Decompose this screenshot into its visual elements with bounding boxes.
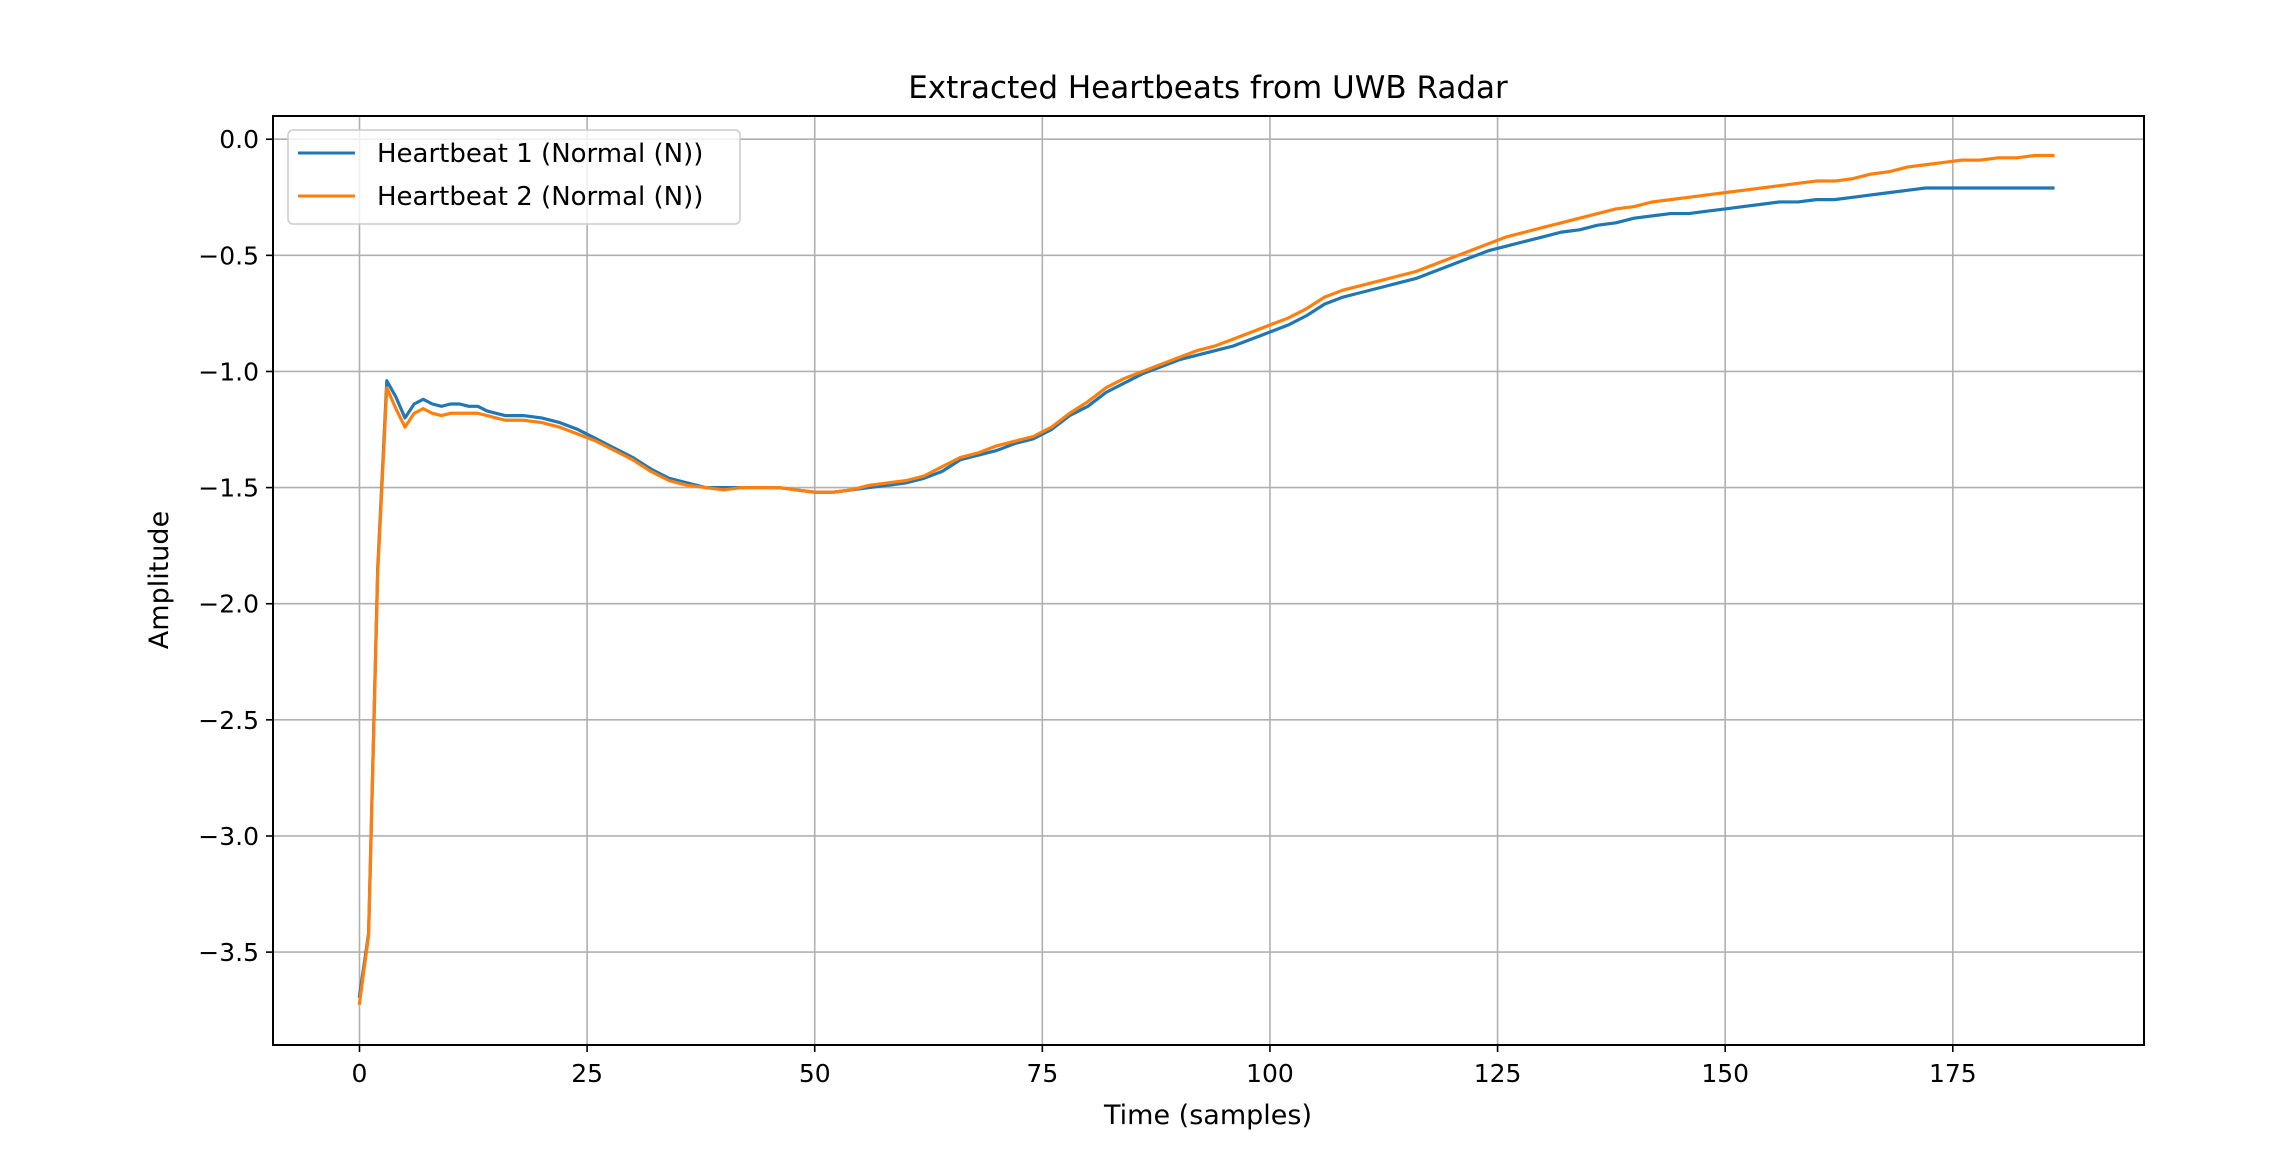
y-tick-label: −1.0 xyxy=(198,357,259,386)
x-tick-label: 150 xyxy=(1701,1059,1749,1088)
y-tick-label: −1.5 xyxy=(198,474,259,503)
legend-label-heartbeat-2: Heartbeat 2 (Normal (N)) xyxy=(377,182,703,212)
x-tick-label: 75 xyxy=(1026,1059,1058,1088)
x-axis-ticks: 0 25 50 75 100 125 150 175 xyxy=(352,1045,1977,1088)
y-tick-label: −3.5 xyxy=(198,938,259,967)
y-tick-label: −2.0 xyxy=(198,590,259,619)
x-tick-label: 25 xyxy=(571,1059,603,1088)
x-tick-label: 100 xyxy=(1246,1059,1294,1088)
legend-box xyxy=(287,129,741,225)
y-axis-label: Amplitude xyxy=(144,511,175,649)
x-tick-label: 175 xyxy=(1929,1059,1977,1088)
y-tick-label: −0.5 xyxy=(198,241,259,270)
series-line-heartbeat-1 xyxy=(357,186,2055,999)
series-line-heartbeat-2 xyxy=(357,153,2055,1006)
chart-title: Extracted Heartbeats from UWB Radar xyxy=(908,70,1508,106)
y-tick-label: 0.0 xyxy=(219,125,259,154)
y-axis-ticks: 0.0 −0.5 −1.0 −1.5 −2.0 −2.5 −3.0 −3.5 xyxy=(198,125,273,967)
y-tick-label: −2.5 xyxy=(198,706,259,735)
legend: Heartbeat 1 (Normal (N)) Heartbeat 2 (No… xyxy=(287,129,741,225)
y-tick-label: −3.0 xyxy=(198,822,259,851)
legend-label-heartbeat-1: Heartbeat 1 (Normal (N)) xyxy=(377,139,703,169)
x-tick-label: 0 xyxy=(352,1059,368,1088)
series-lines xyxy=(357,153,2055,1006)
plot-frame xyxy=(272,115,2145,1046)
x-axis-label: Time (samples) xyxy=(1103,1100,1312,1131)
x-tick-label: 125 xyxy=(1474,1059,1522,1088)
x-tick-label: 50 xyxy=(799,1059,831,1088)
